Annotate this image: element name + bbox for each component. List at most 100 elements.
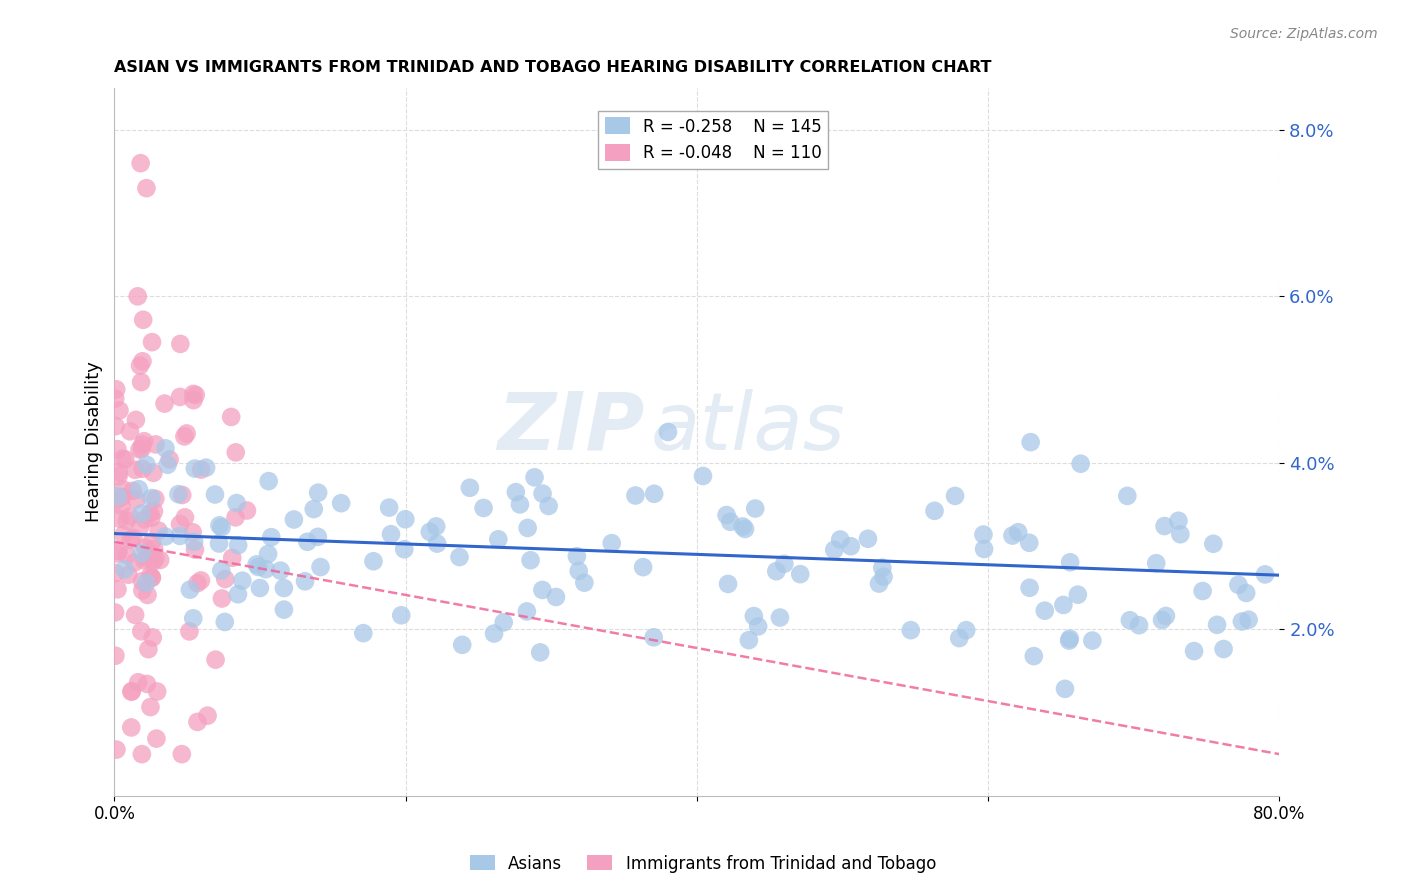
Point [744, 501, 766, 516]
Point [111, 490, 134, 504]
Point [1170, 527, 1192, 541]
Point [131, 354, 153, 368]
Point [716, 508, 738, 522]
Point [394, 542, 416, 557]
Point [742, 609, 765, 624]
Point [425, 519, 447, 533]
Point [1152, 613, 1174, 627]
Point [225, 510, 247, 524]
Point [1057, 633, 1080, 648]
Point [1053, 681, 1076, 696]
Point [1154, 609, 1177, 624]
Point [486, 533, 509, 547]
Point [156, 458, 179, 472]
Point [135, 576, 157, 591]
Point [302, 502, 325, 516]
Point [170, 747, 193, 761]
Point [717, 577, 740, 591]
Point [117, 567, 139, 582]
Point [297, 534, 319, 549]
Point [183, 393, 205, 408]
Point [226, 587, 249, 601]
Point [138, 642, 160, 657]
Point [176, 426, 198, 441]
Point [204, 653, 226, 667]
Point [145, 551, 167, 566]
Point [1059, 632, 1081, 646]
Point [236, 503, 259, 517]
Point [747, 619, 769, 633]
Point [692, 469, 714, 483]
Point [131, 442, 153, 456]
Point [208, 518, 231, 533]
Point [107, 442, 129, 457]
Point [186, 576, 208, 591]
Point [108, 465, 131, 479]
Point [830, 533, 852, 547]
Point [943, 489, 966, 503]
Point [568, 564, 591, 578]
Point [1059, 555, 1081, 569]
Point [104, 566, 127, 580]
Point [135, 677, 157, 691]
Point [173, 429, 195, 443]
Point [184, 388, 207, 402]
Point [1070, 457, 1092, 471]
Point [1001, 528, 1024, 542]
Point [124, 607, 146, 622]
Point [179, 582, 201, 597]
Point [105, 742, 128, 756]
Point [219, 409, 242, 424]
Point [197, 708, 219, 723]
Point [138, 546, 160, 560]
Point [141, 571, 163, 585]
Point [108, 512, 131, 526]
Point [120, 721, 142, 735]
Point [1234, 586, 1257, 600]
Point [624, 489, 647, 503]
Point [948, 631, 970, 645]
Point [110, 499, 132, 513]
Point [114, 562, 136, 576]
Point [105, 382, 128, 396]
Point [190, 574, 212, 588]
Point [143, 491, 166, 506]
Point [181, 525, 204, 540]
Point [111, 451, 134, 466]
Point [505, 485, 527, 500]
Point [226, 538, 249, 552]
Point [155, 529, 177, 543]
Point [1019, 435, 1042, 450]
Point [294, 574, 316, 589]
Point [142, 554, 165, 568]
Point [169, 517, 191, 532]
Point [718, 515, 741, 529]
Point [839, 539, 862, 553]
Point [924, 504, 946, 518]
Point [529, 645, 551, 659]
Point [389, 608, 412, 623]
Point [449, 550, 471, 565]
Point [129, 359, 152, 373]
Point [247, 560, 270, 574]
Point [254, 562, 277, 576]
Point [225, 445, 247, 459]
Point [643, 487, 665, 501]
Point [131, 574, 153, 589]
Point [159, 452, 181, 467]
Point [789, 567, 811, 582]
Point [823, 542, 845, 557]
Point [121, 684, 143, 698]
Point [148, 524, 170, 538]
Point [773, 557, 796, 571]
Point [169, 337, 191, 351]
Point [544, 590, 567, 604]
Point [955, 623, 977, 637]
Point [249, 581, 271, 595]
Point [856, 532, 879, 546]
Point [174, 510, 197, 524]
Point [1212, 642, 1234, 657]
Point [107, 469, 129, 483]
Point [273, 581, 295, 595]
Point [112, 528, 135, 542]
